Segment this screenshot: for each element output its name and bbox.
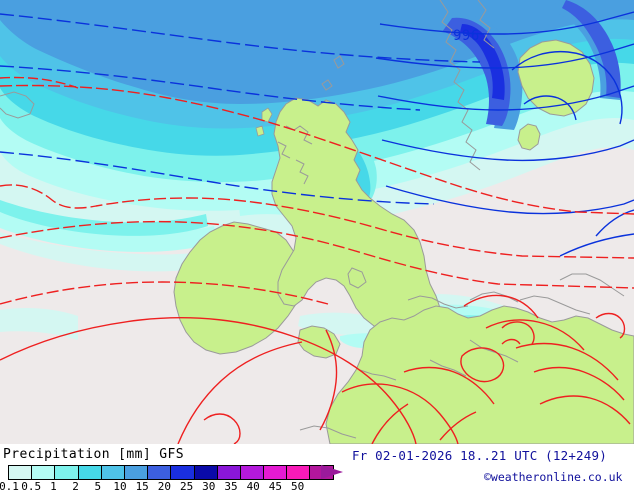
colorbar-segment (9, 466, 33, 479)
colorbar-swatches (8, 465, 334, 480)
map-footer: Precipitation [mm] GFS Fr 02-01-2026 18.… (0, 444, 634, 493)
colorbar-tick: 20 (157, 480, 172, 493)
isotherm-layer (0, 76, 634, 444)
colorbar-segment (78, 466, 102, 479)
colorbar-tick: 25 (179, 480, 194, 493)
precipitation-map[interactable]: 996 (0, 0, 634, 444)
map-canvas: 996 (0, 0, 634, 444)
precipitation-colorbar[interactable]: 0.1 0.5 1 2 5 10 15 20 25 30 35 40 45 50 (0, 465, 343, 493)
colorbar-segment (101, 466, 125, 479)
legend-title: Precipitation [mm] GFS (3, 447, 184, 462)
colorbar-tick: 35 (224, 480, 238, 493)
colorbar-tick: 0.5 (21, 480, 42, 493)
colorbar-tick: 15 (135, 480, 149, 493)
colorbar-overflow-arrow-icon (321, 465, 343, 479)
valid-time-stamp: Fr 02-01-2026 18..21 UTC (12+249) (352, 448, 607, 463)
colorbar-segment (287, 466, 311, 479)
colorbar-tick: 1 (50, 480, 57, 493)
colorbar-segment (240, 466, 265, 479)
colorbar-segment (55, 466, 79, 479)
isobar-label-996: 996 (453, 28, 480, 44)
colorbar-segment (124, 466, 149, 479)
colorbar-tick: 45 (268, 480, 283, 493)
colorbar-tick: 5 (94, 480, 102, 493)
colorbar-segment (194, 466, 218, 479)
colorbar-segment (264, 466, 288, 479)
colorbar-segment (171, 466, 195, 479)
isobar-label-text: 996 (453, 28, 480, 44)
isobar-layer (0, 11, 634, 257)
colorbar-segment (148, 466, 172, 479)
colorbar-tick: 30 (202, 480, 216, 493)
colorbar-segment (32, 466, 56, 479)
colorbar-tick: 40 (246, 480, 260, 493)
colorbar-tick: 0.1 (0, 480, 19, 493)
colorbar-tick: 10 (113, 480, 127, 493)
colorbar-tick: 2 (72, 480, 79, 493)
colorbar-segment (217, 466, 241, 479)
coastline-layer (0, 0, 625, 439)
colorbar-tick-labels: 0.1 0.5 1 2 5 10 15 20 25 30 35 40 45 50 (0, 480, 348, 494)
colorbar-tick: 50 (290, 480, 305, 493)
copyright-watermark: ©weatheronline.co.uk (484, 470, 623, 484)
